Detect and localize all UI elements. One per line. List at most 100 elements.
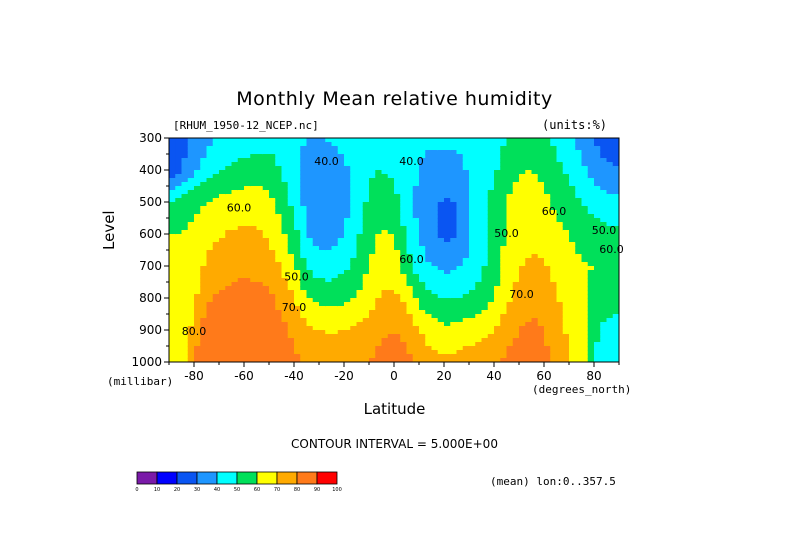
field-cell xyxy=(419,254,426,259)
field-cell xyxy=(362,350,370,355)
field-cell xyxy=(594,178,601,183)
field-cell xyxy=(225,242,233,247)
field-cell xyxy=(450,158,458,163)
field-cell xyxy=(475,238,483,243)
field-cell xyxy=(531,182,539,187)
field-cell xyxy=(212,230,220,235)
field-cell xyxy=(412,214,420,219)
field-cell xyxy=(575,322,583,327)
field-cell xyxy=(587,138,595,143)
field-cell xyxy=(581,306,589,311)
field-cell xyxy=(481,178,489,183)
field-cell xyxy=(550,162,558,167)
field-cell xyxy=(256,346,264,351)
field-cell xyxy=(575,194,583,199)
field-cell xyxy=(487,142,495,147)
field-cell xyxy=(287,142,295,147)
field-cell xyxy=(287,350,295,355)
field-cell xyxy=(500,262,508,267)
field-cell xyxy=(519,198,526,203)
field-cell xyxy=(606,302,614,307)
field-cell xyxy=(462,342,470,347)
field-cell xyxy=(187,310,195,315)
field-cell xyxy=(412,326,420,331)
field-cell xyxy=(269,250,276,255)
field-cell xyxy=(381,146,389,151)
field-cell xyxy=(231,302,239,307)
field-cell xyxy=(600,162,608,167)
field-cell xyxy=(575,334,583,339)
field-cell xyxy=(494,190,501,195)
field-cell xyxy=(400,310,408,315)
field-cell xyxy=(244,186,251,191)
field-cell xyxy=(287,182,295,187)
field-cell xyxy=(231,190,239,195)
field-cell xyxy=(250,330,258,335)
field-cell xyxy=(394,182,401,187)
field-cell xyxy=(512,158,520,163)
field-cell xyxy=(425,194,433,199)
field-cell xyxy=(456,342,464,347)
field-cell xyxy=(237,262,245,267)
field-cell xyxy=(181,218,189,223)
field-cell xyxy=(531,146,539,151)
field-cell xyxy=(594,158,601,163)
field-cell xyxy=(362,262,370,267)
field-cell xyxy=(231,234,239,239)
field-cell xyxy=(437,234,445,239)
field-cell xyxy=(544,214,551,219)
field-cell xyxy=(306,338,314,343)
field-cell xyxy=(250,206,258,211)
field-cell xyxy=(519,146,526,151)
field-cell xyxy=(525,170,533,175)
field-cell xyxy=(356,346,364,351)
field-cell xyxy=(281,158,289,163)
field-cell xyxy=(519,342,526,347)
y-tick-label: 700 xyxy=(139,259,162,273)
field-cell xyxy=(369,322,376,327)
field-cell xyxy=(462,238,470,243)
field-cell xyxy=(444,306,451,311)
field-cell xyxy=(169,174,176,179)
field-cell xyxy=(494,262,501,267)
field-cell xyxy=(175,250,183,255)
field-cell xyxy=(344,174,351,179)
field-cell xyxy=(206,310,214,315)
field-cell xyxy=(394,246,401,251)
field-cell xyxy=(169,294,176,299)
field-cell xyxy=(319,322,326,327)
field-cell xyxy=(594,262,601,267)
field-cell xyxy=(581,206,589,211)
field-cell xyxy=(331,146,339,151)
field-cell xyxy=(419,250,426,255)
field-cell xyxy=(562,270,570,275)
field-cell xyxy=(600,262,608,267)
field-cell xyxy=(500,182,508,187)
field-cell xyxy=(444,194,451,199)
field-cell xyxy=(412,146,420,151)
field-cell xyxy=(412,218,420,223)
field-cell xyxy=(275,210,283,215)
field-cell xyxy=(556,202,564,207)
field-cell xyxy=(319,270,326,275)
field-cell xyxy=(275,302,283,307)
field-cell xyxy=(612,182,619,187)
field-cell xyxy=(462,158,470,163)
field-cell xyxy=(344,250,351,255)
field-cell xyxy=(406,254,414,259)
field-cell xyxy=(244,310,251,315)
field-cell xyxy=(450,358,458,362)
field-cell xyxy=(175,302,183,307)
field-cell xyxy=(212,350,220,355)
field-cell xyxy=(381,202,389,207)
field-cell xyxy=(556,234,564,239)
field-cell xyxy=(194,274,201,279)
field-cell xyxy=(219,170,226,175)
field-cell xyxy=(219,350,226,355)
field-cell xyxy=(550,290,558,295)
field-cell xyxy=(481,270,489,275)
field-cell xyxy=(600,350,608,355)
field-cell xyxy=(569,318,576,323)
field-cell xyxy=(331,226,339,231)
field-cell xyxy=(337,350,345,355)
